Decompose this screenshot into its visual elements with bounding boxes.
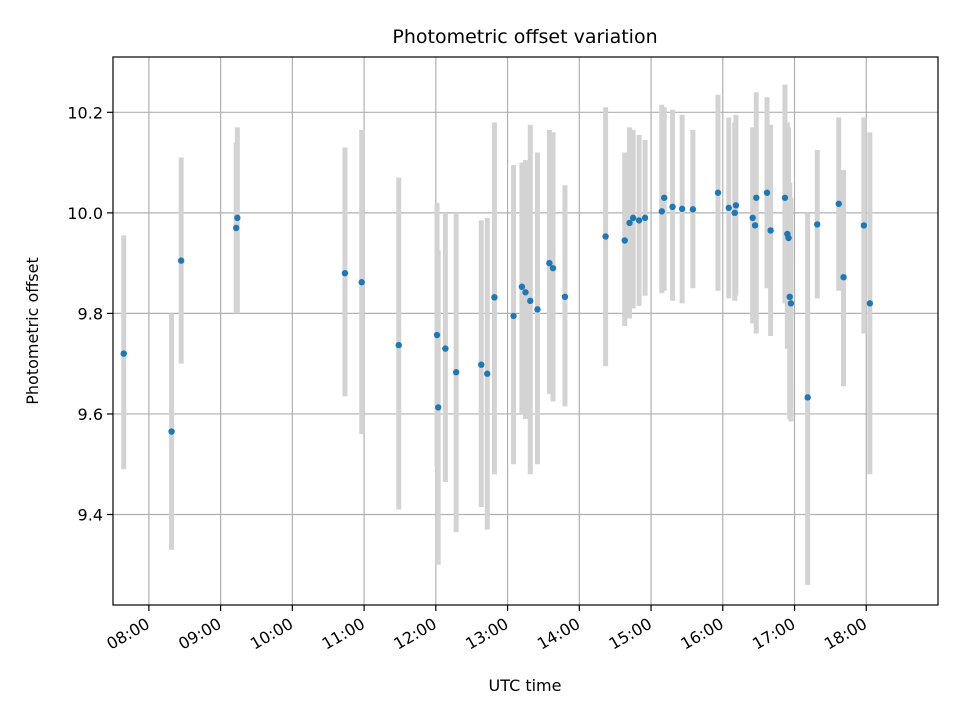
data-point <box>120 350 127 357</box>
data-point <box>234 214 241 222</box>
data-point <box>860 222 868 229</box>
x-axis-label: UTC time <box>489 676 562 695</box>
data-point <box>660 194 668 201</box>
data-point <box>787 300 795 307</box>
x-tick-label: 12:00 <box>390 614 439 654</box>
data-point <box>732 202 740 209</box>
data-point <box>786 293 793 301</box>
data-point <box>491 294 498 301</box>
data-point <box>561 293 569 301</box>
x-tick-label: 14:00 <box>534 614 583 654</box>
data-point <box>621 237 628 244</box>
data-point <box>518 283 526 290</box>
y-axis-ticks: 9.4 9.6 9.8 10.0 10.2 <box>67 103 113 525</box>
data-point <box>358 279 365 286</box>
y-tick-label: 9.6 <box>78 405 103 424</box>
data-point <box>522 289 529 296</box>
data-point <box>602 233 609 240</box>
data-point <box>725 204 732 212</box>
x-tick-label: 10:00 <box>247 614 296 654</box>
chart-title: Photometric offset variation <box>392 26 657 48</box>
data-point <box>658 208 666 215</box>
x-tick-label: 15:00 <box>606 614 655 654</box>
data-point <box>749 214 756 222</box>
data-point <box>177 257 185 264</box>
data-point <box>168 428 175 435</box>
data-point <box>751 222 759 229</box>
data-point <box>866 300 874 307</box>
y-tick-label: 10.2 <box>67 103 103 122</box>
data-point <box>433 331 441 339</box>
data-point <box>804 394 811 401</box>
data-point <box>781 194 789 201</box>
data-point <box>442 345 449 352</box>
x-tick-label: 08:00 <box>103 614 152 654</box>
error-bars <box>121 84 873 585</box>
data-point <box>510 312 517 320</box>
data-point <box>641 214 649 222</box>
x-tick-label: 11:00 <box>319 614 368 654</box>
data-points <box>120 189 874 435</box>
data-point <box>341 269 349 277</box>
data-point <box>546 259 553 267</box>
data-point <box>395 341 402 349</box>
x-tick-label: 09:00 <box>175 614 224 654</box>
y-axis-label: Photometric offset <box>23 257 42 405</box>
x-tick-label: 13:00 <box>462 614 511 654</box>
data-point <box>714 189 722 196</box>
data-point <box>731 209 738 217</box>
data-point <box>785 234 792 242</box>
data-point <box>484 370 491 377</box>
y-tick-label: 9.4 <box>78 506 103 525</box>
plot-frame <box>112 56 939 606</box>
data-point <box>452 369 460 376</box>
data-point <box>527 297 534 305</box>
data-point <box>840 274 847 281</box>
data-point <box>763 189 771 196</box>
data-point <box>835 200 842 208</box>
data-point <box>629 214 637 222</box>
data-point <box>626 219 633 227</box>
data-point <box>689 206 697 213</box>
data-point <box>669 203 676 211</box>
data-point <box>549 264 557 272</box>
data-point <box>767 227 774 234</box>
data-point <box>814 221 821 228</box>
data-point <box>232 224 240 232</box>
x-axis-ticks: 08:00 09:00 10:00 11:00 12:00 13:00 14:00 15:00… <box>103 605 870 654</box>
x-tick-label: 17:00 <box>749 614 798 654</box>
data-point <box>635 217 643 224</box>
data-point <box>534 306 541 313</box>
data-point <box>753 194 760 201</box>
x-tick-label: 16:00 <box>677 614 726 654</box>
y-tick-label: 10.0 <box>67 204 103 223</box>
data-point <box>678 205 686 213</box>
x-tick-label: 18:00 <box>821 614 870 654</box>
y-tick-label: 9.8 <box>78 304 103 323</box>
data-point <box>435 404 442 411</box>
data-point <box>478 361 485 368</box>
